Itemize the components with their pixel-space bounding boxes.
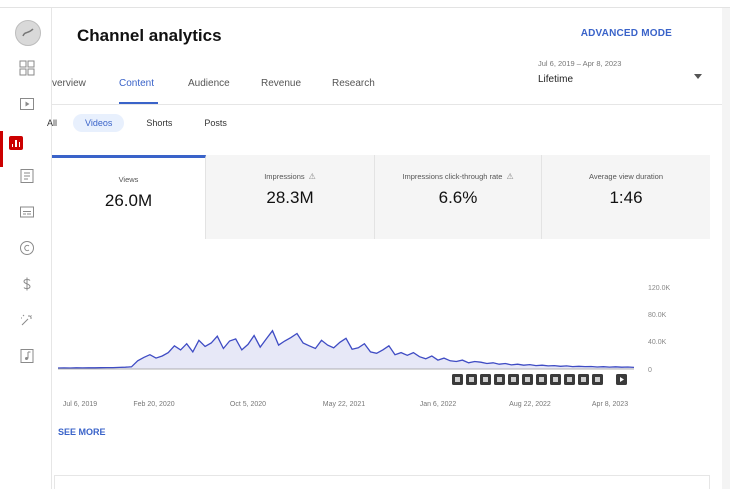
earn-icon[interactable] [19, 276, 35, 292]
analytics-tabs: verview Content Audience Revenue Researc… [52, 68, 382, 104]
chart-area-fill [58, 330, 634, 369]
video-thumbnail-icon [483, 377, 488, 382]
metric-label: Impressions [264, 172, 305, 181]
video-thumbnail-icon [511, 377, 516, 382]
tab-revenue[interactable]: Revenue [261, 78, 302, 89]
views-chart-svg: 120.0K 80.0K 40.0K 0 Jul 6, 2019 Feb 20, 202… [57, 285, 671, 408]
metric-card-views[interactable]: Views 26.0M [52, 155, 206, 239]
y-tick-label: 120.0K [648, 285, 671, 292]
chip-all[interactable]: All [47, 118, 58, 128]
next-card [54, 475, 710, 489]
copyright-icon[interactable] [19, 240, 35, 256]
tab-content[interactable]: Content [119, 68, 158, 104]
metric-value: 26.0M [104, 191, 153, 210]
page-edge [722, 8, 730, 489]
y-tick-label: 0 [648, 367, 652, 374]
video-thumbnail-icon [525, 377, 530, 382]
video-thumbnail-icon [539, 377, 544, 382]
warning-icon: ⚠ [308, 172, 316, 181]
avatar-image [22, 28, 34, 37]
metric-card-impressions[interactable]: Impressions ⚠ 28.3M [206, 155, 375, 239]
audio-library-icon[interactable] [19, 348, 35, 364]
metric-label: Impressions click-through rate [402, 172, 503, 181]
play-icon [620, 377, 624, 382]
analytics-icon[interactable] [9, 136, 23, 150]
video-thumbnail-icon [497, 377, 502, 382]
customization-icon[interactable] [19, 312, 35, 328]
x-tick-label: Jan 6, 2022 [420, 401, 457, 408]
metric-card-avg-view-duration[interactable]: Average view duration 1:46 [542, 155, 710, 239]
warning-icon: ⚠ [506, 172, 514, 181]
page-title: Channel analytics [77, 26, 222, 45]
comments-icon[interactable] [19, 168, 35, 184]
metric-value: 6.6% [438, 188, 478, 207]
video-publish-markers[interactable] [452, 374, 627, 385]
y-tick-label: 80.0K [648, 312, 667, 319]
channel-avatar[interactable] [15, 20, 41, 46]
tab-overview[interactable]: verview [52, 78, 86, 89]
active-nav-indicator [0, 131, 3, 167]
date-range-period: Lifetime [538, 74, 574, 85]
chart-series-line [57, 329, 635, 369]
video-thumbnail-icon [455, 377, 460, 382]
video-thumbnail-icon [567, 377, 572, 382]
video-thumbnail-icon [581, 377, 586, 382]
analytics-main: Channel analytics ADVANCED MODE verview … [47, 8, 722, 489]
advanced-mode-button[interactable]: ADVANCED MODE [580, 28, 672, 39]
x-tick-label: Oct 5, 2020 [230, 401, 266, 408]
video-thumbnail-icon [469, 377, 474, 382]
metric-value: 1:46 [609, 188, 643, 207]
x-tick-label: Feb 20, 2020 [133, 401, 174, 408]
x-tick-label: Jul 6, 2019 [63, 401, 97, 408]
x-tick-label: May 22, 2021 [323, 401, 366, 408]
chip-videos[interactable]: Videos [73, 114, 125, 132]
tab-audience[interactable]: Audience [188, 78, 230, 89]
metric-card-ctr[interactable]: Impressions click-through rate ⚠ 6.6% [375, 155, 542, 239]
x-tick-label: Apr 8, 2023 [592, 401, 628, 408]
tab-research[interactable]: Research [332, 78, 375, 89]
studio-sidebar [0, 8, 52, 489]
see-more-link[interactable]: SEE MORE [58, 427, 106, 437]
subtitles-icon[interactable] [19, 204, 35, 220]
metric-cards: Views 26.0M Impressions ⚠ 28.3M Impressio… [52, 155, 710, 239]
metric-label: Views [118, 175, 139, 184]
dashboard-icon[interactable] [19, 60, 35, 76]
dropdown-caret-icon[interactable] [694, 74, 702, 79]
top-bar-edge [0, 0, 730, 8]
content-type-chips: All Videos Shorts Posts [47, 112, 239, 134]
chip-posts[interactable]: Posts [204, 118, 227, 128]
views-chart: 120.0K 80.0K 40.0K 0 Jul 6, 2019 Feb 20, 202… [52, 239, 710, 419]
y-tick-label: 40.0K [648, 339, 667, 346]
chip-shorts[interactable]: Shorts [146, 118, 173, 128]
date-range-dates: Jul 6, 2019 – Apr 8, 2023 [538, 59, 622, 68]
metric-value: 28.3M [266, 188, 314, 207]
content-icon[interactable] [19, 96, 35, 112]
tabs-divider [52, 104, 722, 105]
x-tick-label: Aug 22, 2022 [509, 401, 551, 408]
video-thumbnail-icon [595, 377, 600, 382]
video-thumbnail-icon [553, 377, 558, 382]
date-range-selector[interactable]: Jul 6, 2019 – Apr 8, 2023 Lifetime [538, 59, 621, 85]
metric-label: Average view duration [588, 172, 664, 181]
